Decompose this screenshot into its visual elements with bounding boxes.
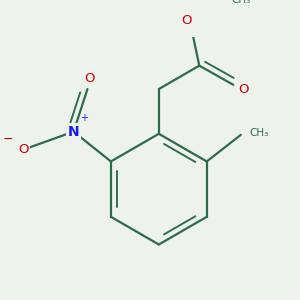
Text: CH₃: CH₃ [231,0,250,4]
Text: CH₃: CH₃ [249,128,268,138]
Text: −: − [2,133,13,146]
Text: N: N [68,125,80,139]
Text: O: O [239,82,249,96]
Text: O: O [181,14,192,27]
Text: +: + [80,113,88,123]
Text: O: O [18,143,29,156]
Text: O: O [84,72,95,85]
